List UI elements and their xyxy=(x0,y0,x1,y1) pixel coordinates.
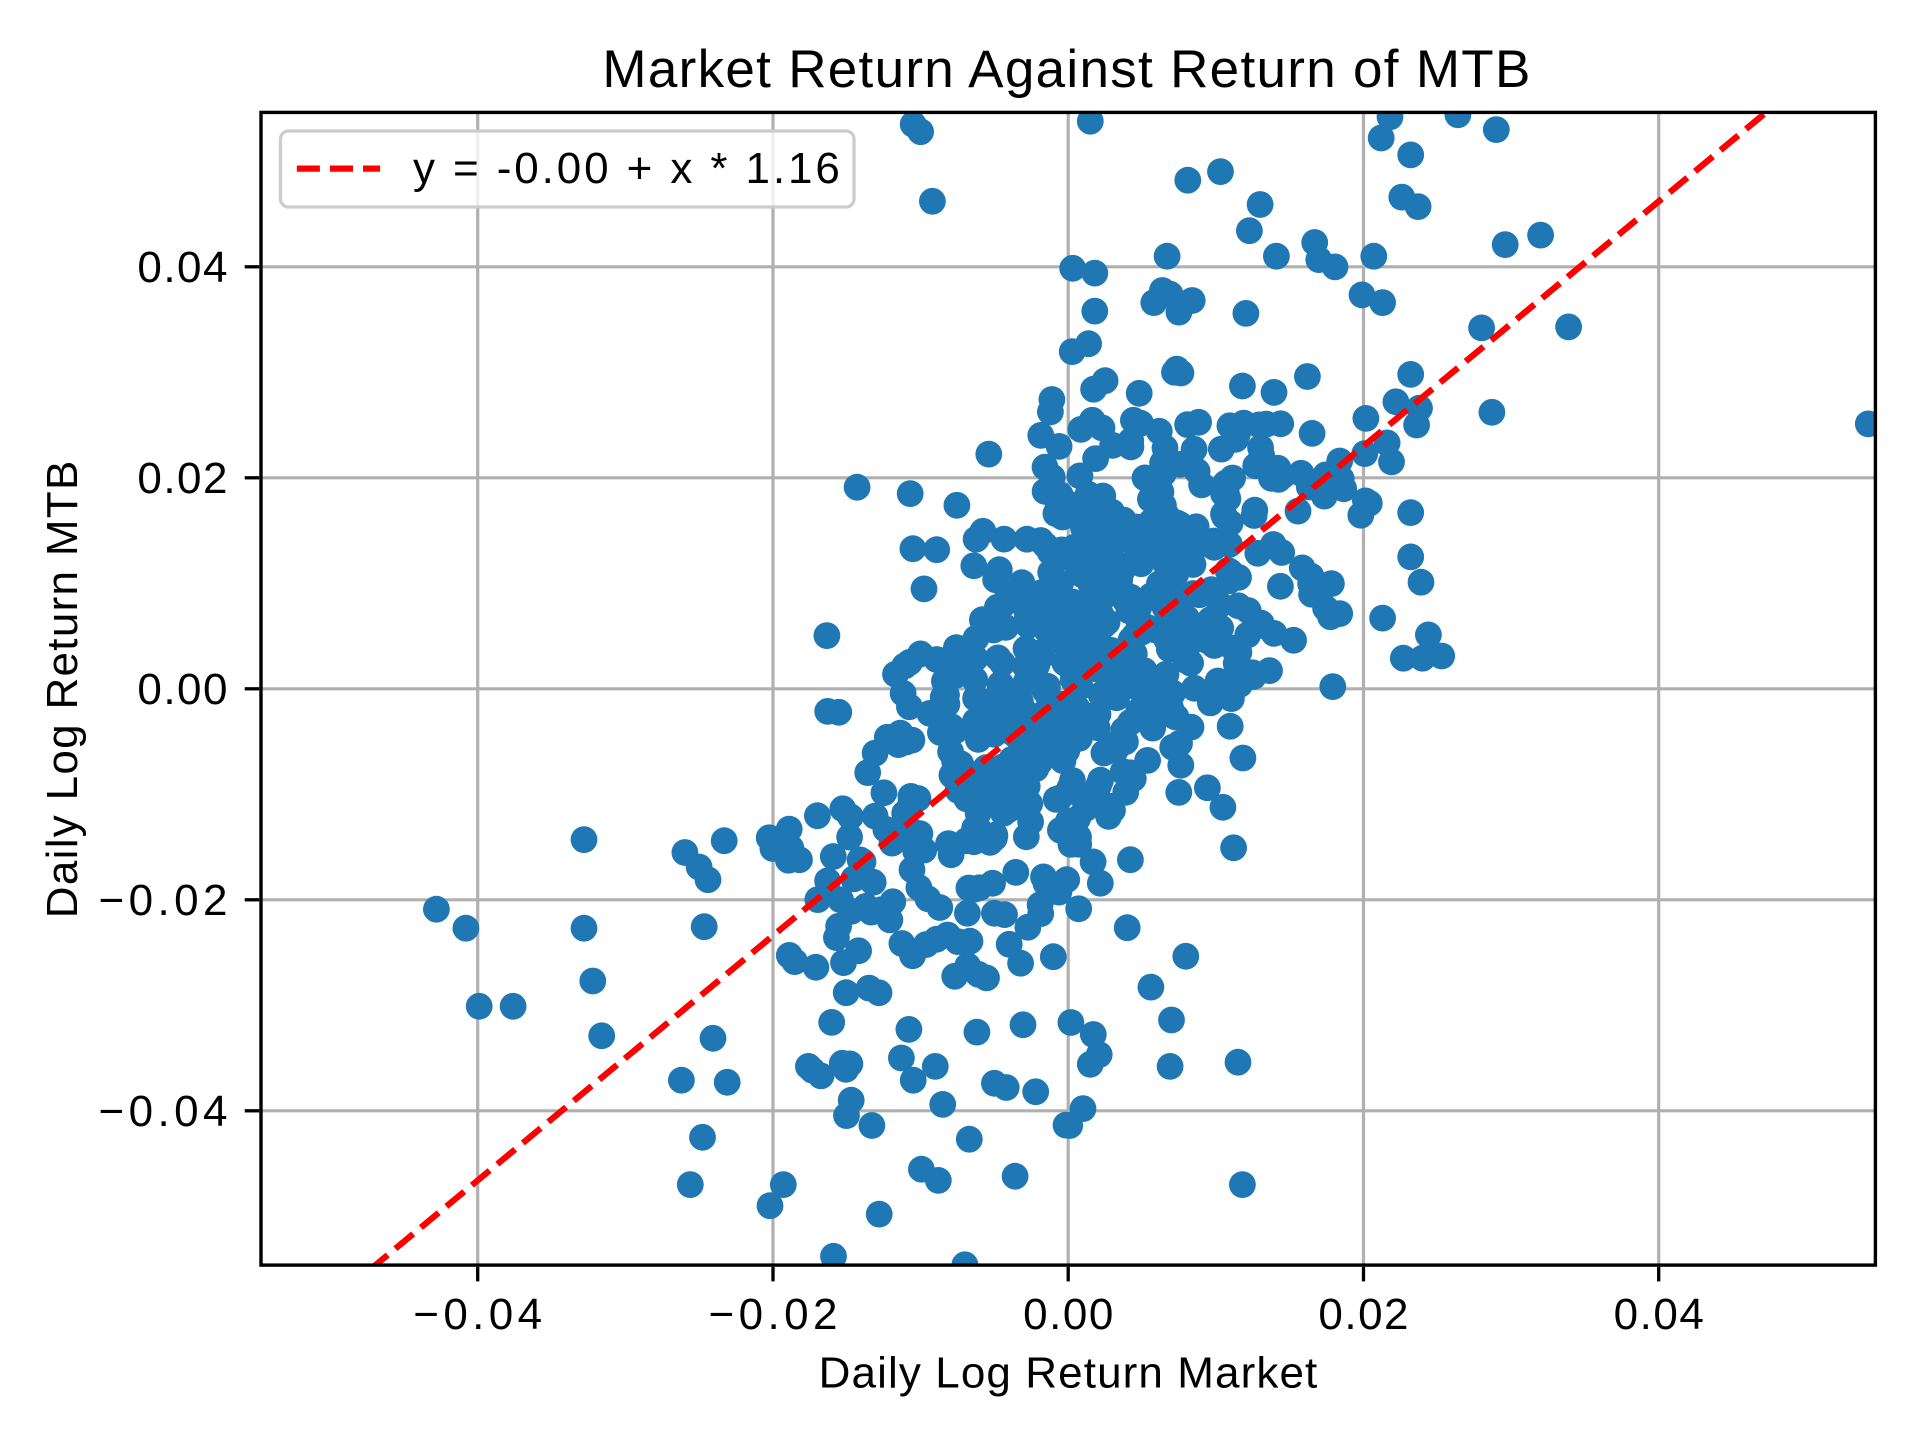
svg-text:y = -0.00 + x * 1.16: y = -0.00 + x * 1.16 xyxy=(413,144,843,193)
svg-text:0.00: 0.00 xyxy=(1023,1290,1115,1339)
svg-text:0.00: 0.00 xyxy=(137,665,229,714)
svg-text:Daily Log Return Market: Daily Log Return Market xyxy=(819,1349,1319,1398)
svg-text:Daily Log Return MTB: Daily Log Return MTB xyxy=(38,459,87,918)
svg-text:−0.02: −0.02 xyxy=(99,876,232,925)
svg-text:−0.04: −0.04 xyxy=(99,1087,232,1136)
svg-text:0.02: 0.02 xyxy=(137,454,229,503)
svg-text:0.04: 0.04 xyxy=(137,243,229,292)
svg-text:−0.04: −0.04 xyxy=(413,1290,546,1339)
svg-text:0.02: 0.02 xyxy=(1318,1290,1410,1339)
svg-text:−0.02: −0.02 xyxy=(709,1290,842,1339)
svg-text:0.04: 0.04 xyxy=(1614,1290,1706,1339)
svg-text:Market Return Against Return o: Market Return Against Return of MTB xyxy=(602,40,1531,99)
